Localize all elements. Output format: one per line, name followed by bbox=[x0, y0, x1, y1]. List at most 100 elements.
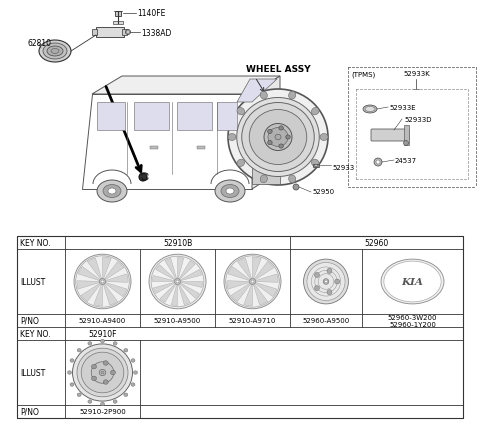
FancyBboxPatch shape bbox=[371, 130, 409, 141]
Polygon shape bbox=[255, 283, 277, 297]
Ellipse shape bbox=[381, 260, 444, 304]
Text: KEY NO.: KEY NO. bbox=[20, 329, 50, 338]
Ellipse shape bbox=[320, 134, 328, 141]
Ellipse shape bbox=[101, 280, 104, 283]
Ellipse shape bbox=[131, 359, 135, 362]
Polygon shape bbox=[180, 284, 199, 299]
Ellipse shape bbox=[226, 188, 234, 194]
Circle shape bbox=[376, 161, 380, 164]
Text: KIA: KIA bbox=[402, 277, 423, 286]
Polygon shape bbox=[153, 283, 174, 294]
Polygon shape bbox=[181, 282, 203, 288]
Bar bbox=[96, 28, 124, 38]
Text: 52910-A9710: 52910-A9710 bbox=[229, 318, 276, 324]
Ellipse shape bbox=[237, 98, 319, 177]
Bar bbox=[122, 30, 127, 36]
Bar bbox=[252, 155, 280, 184]
Text: ILLUST: ILLUST bbox=[20, 277, 45, 286]
Polygon shape bbox=[106, 274, 128, 283]
Ellipse shape bbox=[47, 47, 63, 57]
Polygon shape bbox=[105, 283, 127, 297]
Polygon shape bbox=[171, 285, 178, 306]
Ellipse shape bbox=[226, 256, 279, 307]
Bar bbox=[313, 164, 319, 168]
Ellipse shape bbox=[81, 352, 124, 393]
Circle shape bbox=[293, 184, 299, 191]
Text: P/NO: P/NO bbox=[20, 316, 39, 325]
Polygon shape bbox=[252, 257, 261, 279]
Ellipse shape bbox=[113, 400, 117, 403]
Ellipse shape bbox=[99, 279, 106, 285]
Ellipse shape bbox=[124, 349, 128, 352]
Circle shape bbox=[327, 269, 332, 274]
Polygon shape bbox=[252, 77, 280, 190]
Bar bbox=[134, 103, 169, 131]
Ellipse shape bbox=[39, 41, 71, 63]
Ellipse shape bbox=[103, 380, 108, 385]
Polygon shape bbox=[87, 258, 102, 279]
Ellipse shape bbox=[286, 135, 290, 140]
Ellipse shape bbox=[101, 371, 104, 374]
Ellipse shape bbox=[215, 181, 245, 203]
Bar bbox=[150, 147, 158, 150]
Polygon shape bbox=[228, 267, 250, 281]
Ellipse shape bbox=[91, 362, 114, 383]
Ellipse shape bbox=[249, 110, 307, 165]
Ellipse shape bbox=[363, 106, 377, 114]
Ellipse shape bbox=[88, 342, 92, 345]
Ellipse shape bbox=[221, 185, 239, 198]
Text: ILLUST: ILLUST bbox=[20, 368, 45, 377]
Text: 1140FE: 1140FE bbox=[137, 10, 166, 19]
Polygon shape bbox=[254, 262, 274, 280]
Bar bbox=[92, 30, 97, 36]
Bar bbox=[113, 22, 123, 25]
Ellipse shape bbox=[237, 160, 245, 167]
Polygon shape bbox=[165, 259, 177, 279]
Polygon shape bbox=[92, 77, 280, 95]
Ellipse shape bbox=[77, 349, 81, 352]
Ellipse shape bbox=[275, 135, 281, 141]
Text: P/NO: P/NO bbox=[20, 407, 39, 416]
Polygon shape bbox=[77, 281, 99, 289]
Polygon shape bbox=[160, 284, 176, 302]
Polygon shape bbox=[82, 95, 252, 190]
Circle shape bbox=[139, 174, 147, 181]
Text: 52950: 52950 bbox=[312, 188, 334, 194]
Text: 52910B: 52910B bbox=[163, 238, 192, 247]
Ellipse shape bbox=[268, 141, 272, 145]
Ellipse shape bbox=[110, 370, 116, 375]
Polygon shape bbox=[244, 285, 252, 306]
Polygon shape bbox=[180, 261, 195, 279]
Ellipse shape bbox=[176, 280, 179, 283]
Polygon shape bbox=[81, 284, 100, 302]
Ellipse shape bbox=[133, 371, 137, 375]
Polygon shape bbox=[231, 284, 251, 302]
Ellipse shape bbox=[237, 108, 245, 115]
Text: 62810: 62810 bbox=[28, 39, 52, 47]
Ellipse shape bbox=[124, 393, 128, 397]
Ellipse shape bbox=[279, 145, 283, 149]
Ellipse shape bbox=[68, 371, 72, 375]
Polygon shape bbox=[104, 285, 118, 306]
Text: 52933: 52933 bbox=[332, 164, 354, 171]
Text: 52910-2P900: 52910-2P900 bbox=[79, 408, 126, 414]
Ellipse shape bbox=[174, 279, 180, 285]
Text: 52960: 52960 bbox=[364, 238, 389, 247]
Bar bbox=[404, 126, 409, 146]
Ellipse shape bbox=[228, 90, 328, 186]
Ellipse shape bbox=[268, 128, 288, 147]
Text: 52933K: 52933K bbox=[403, 71, 430, 77]
Polygon shape bbox=[105, 262, 124, 280]
Bar bbox=[17, 237, 463, 418]
Ellipse shape bbox=[108, 188, 116, 194]
Ellipse shape bbox=[100, 402, 105, 406]
Ellipse shape bbox=[250, 279, 256, 285]
Polygon shape bbox=[227, 281, 249, 289]
Ellipse shape bbox=[242, 103, 314, 172]
Polygon shape bbox=[237, 80, 277, 103]
Polygon shape bbox=[179, 285, 190, 305]
Ellipse shape bbox=[103, 361, 108, 365]
Ellipse shape bbox=[307, 263, 345, 301]
Ellipse shape bbox=[384, 262, 441, 302]
Ellipse shape bbox=[131, 383, 135, 386]
